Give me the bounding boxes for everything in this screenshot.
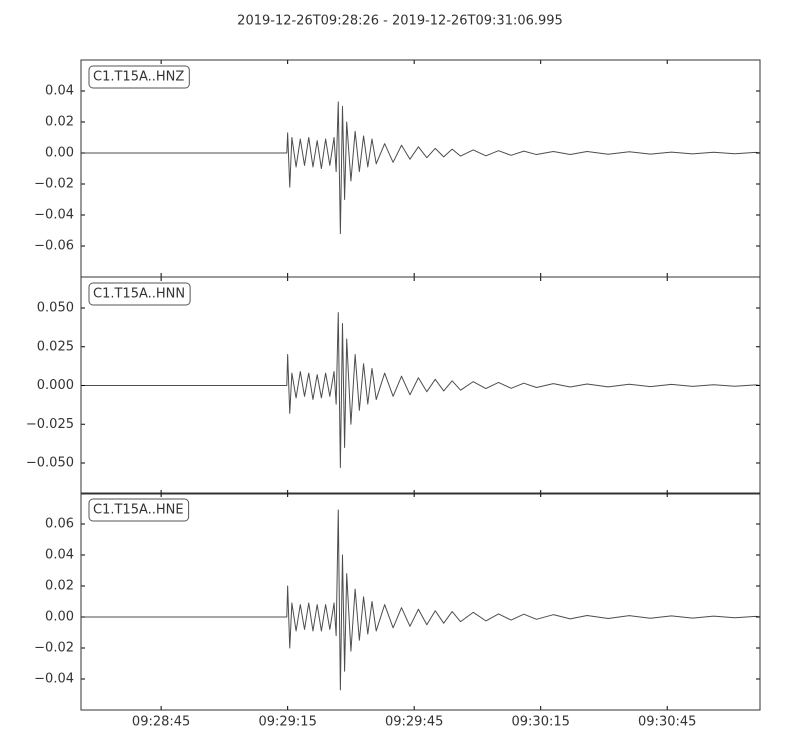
y-tick-label: 0.000 [37,378,74,393]
x-tick-label: 09:28:45 [132,715,190,730]
y-tick-label: 0.050 [37,301,74,316]
trace-label: C1.T15A..HNE [93,503,184,518]
y-tick-label: 0.00 [45,146,74,161]
trace-label: C1.T15A..HNN [93,287,185,302]
y-tick-label: 0.02 [45,579,74,594]
x-tick-label: 09:29:45 [385,715,443,730]
y-tick-label: −0.050 [26,456,74,471]
trace-label: C1.T15A..HNZ [93,70,184,85]
y-tick-label: 0.025 [37,339,74,354]
y-tick-label: −0.02 [34,177,74,192]
y-tick-label: 0.06 [45,517,74,532]
trace-label-box [88,65,190,89]
y-tick-label: −0.02 [34,641,74,656]
y-tick-label: 0.00 [45,610,74,625]
trace-label-box [88,498,190,522]
x-tick-label: 09:30:15 [512,715,570,730]
plot-frame [80,276,761,495]
y-tick-label: 0.02 [45,115,74,130]
chart-title: 2019-12-26T09:28:26 - 2019-12-26T09:31:0… [237,14,563,29]
y-tick-label: 0.04 [45,84,74,99]
x-tick-label: 09:30:45 [638,715,696,730]
waveform [81,101,761,235]
y-tick-label: −0.025 [26,417,74,432]
y-tick-label: 0.04 [45,548,74,563]
y-tick-label: −0.06 [34,239,74,254]
y-tick-label: −0.04 [34,672,74,687]
x-tick-label: 09:29:15 [258,715,316,730]
waveform [81,312,761,469]
waveform [81,509,761,691]
plot-frame [80,492,761,711]
y-tick-label: −0.04 [34,208,74,223]
trace-label-box [88,282,191,306]
